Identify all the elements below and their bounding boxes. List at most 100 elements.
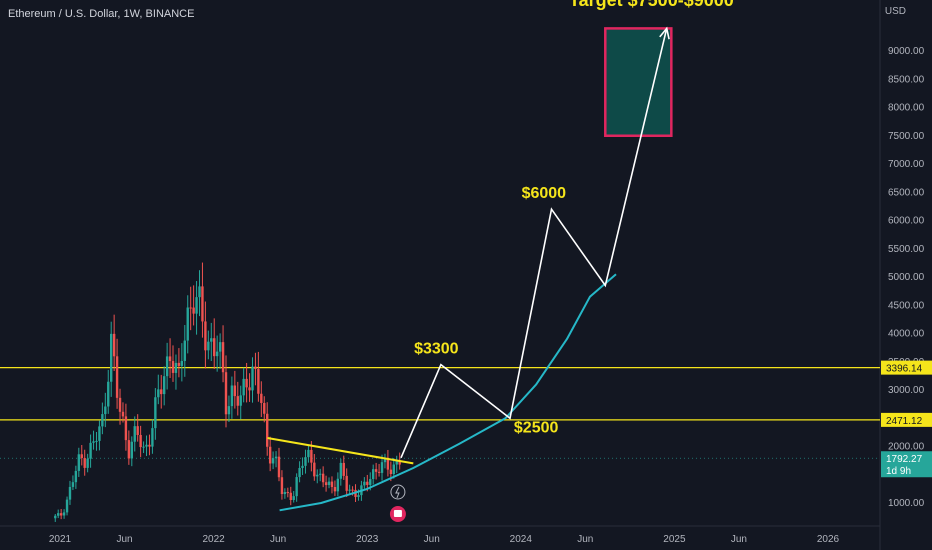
x-tick-label: 2024 [510, 534, 533, 545]
y-tick-label: 6000.00 [888, 216, 925, 227]
candle-body [333, 487, 337, 492]
candle-body [245, 378, 248, 388]
horizontal-level-tag [881, 412, 932, 427]
candle-body [101, 414, 104, 427]
candle-body [336, 478, 340, 492]
candle-body [133, 426, 136, 442]
candle-body [160, 389, 163, 395]
candle-body [292, 496, 295, 501]
candle-body [65, 499, 69, 513]
candle-body [380, 462, 384, 473]
last-price-countdown: 1d 9h [886, 466, 911, 477]
candle-body [236, 396, 239, 406]
candle-body [377, 471, 381, 473]
candle-body [316, 474, 319, 477]
descending-trendline [267, 437, 414, 465]
y-axis-unit: USD [884, 6, 906, 17]
candle-body [71, 482, 75, 487]
y-tick-label: 9000.00 [888, 46, 925, 57]
y-tick-label: 5500.00 [888, 244, 925, 255]
y-tick-label: 7000.00 [888, 159, 925, 170]
candle-body [83, 458, 86, 468]
candle-body [74, 470, 78, 483]
candle-body [145, 444, 148, 447]
x-tick-label: Jun [270, 534, 286, 545]
candle-body [268, 446, 272, 464]
candle-body [112, 333, 116, 357]
candle-body [115, 356, 119, 398]
candle-body [86, 458, 89, 468]
flag-event-glyph [393, 510, 402, 517]
candle-body [295, 477, 298, 497]
candle-body [165, 356, 169, 377]
candle-body [142, 446, 145, 448]
y-tick-label: 3000.00 [888, 385, 925, 396]
candle-body [251, 366, 254, 391]
lightning-event-icon [390, 484, 406, 500]
candle-body [392, 464, 395, 475]
candle-body [224, 372, 228, 415]
candle-body [204, 321, 207, 351]
candle-body [157, 389, 160, 398]
candle-body [109, 333, 113, 382]
price-annotation: $3300 [414, 340, 459, 357]
candle-body [324, 482, 328, 486]
projection-arrowhead [659, 26, 670, 40]
horizontal-level-label: 3396.14 [886, 364, 923, 375]
x-tick-label: 2021 [49, 534, 72, 545]
horizontal-level-label: 2471.12 [886, 416, 923, 427]
candle-body [192, 307, 195, 314]
candle-body [210, 338, 213, 342]
candle-body [357, 495, 360, 498]
y-tick-label: 8500.00 [888, 74, 925, 85]
y-tick-label: 2000.00 [888, 442, 925, 453]
candle-body [218, 342, 222, 352]
candle-body [369, 479, 372, 485]
candle-body [104, 406, 107, 415]
horizontal-level-tag [881, 360, 932, 375]
candle-body [118, 397, 122, 412]
candle-body [321, 473, 325, 483]
candle-body [180, 360, 184, 366]
x-tick-label: 2022 [202, 534, 225, 545]
candle-body [215, 351, 219, 357]
x-tick-label: 2026 [817, 534, 840, 545]
last-price-value: 1792.27 [886, 454, 923, 465]
candle-body [307, 449, 310, 458]
candle-body [154, 397, 157, 429]
x-tick-label: 2023 [356, 534, 379, 545]
candle-body [186, 307, 189, 341]
candle-body [330, 481, 334, 488]
price-annotation: $6000 [522, 185, 567, 202]
y-tick-label: 6500.00 [888, 187, 925, 198]
candle-body [345, 475, 348, 491]
candle-body [198, 286, 201, 298]
candle-body [277, 456, 281, 478]
candle-body [383, 457, 387, 463]
candle-body [327, 481, 331, 486]
projection-path [400, 28, 668, 459]
candle-body [139, 434, 142, 448]
candle-body [98, 426, 101, 441]
candle-body [348, 489, 351, 491]
candle-body [77, 454, 81, 471]
candle-body [59, 513, 63, 516]
candle-body [207, 341, 210, 351]
candle-body [201, 286, 204, 322]
candle-body [257, 369, 260, 394]
candle-body [395, 460, 398, 465]
candle-body [57, 513, 60, 516]
candle-body [242, 378, 245, 396]
candle-body [260, 393, 263, 403]
candle-body [374, 469, 378, 472]
candle-body [221, 342, 225, 373]
candle-body [136, 426, 139, 435]
candle-body [283, 492, 287, 495]
y-tick-label: 5000.00 [888, 272, 925, 283]
candle-body [386, 457, 390, 470]
candle-body [286, 492, 290, 494]
price-annotation: $2500 [514, 419, 559, 436]
candle-body [342, 462, 345, 476]
candle-body [148, 444, 151, 447]
